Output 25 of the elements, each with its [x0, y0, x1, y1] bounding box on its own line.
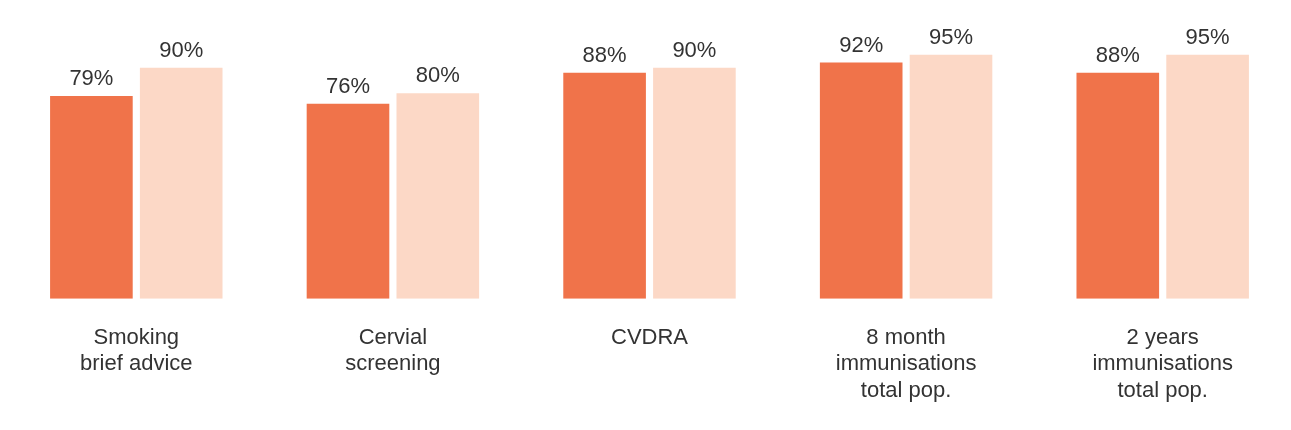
data-label: 92% [839, 31, 884, 57]
bar [139, 67, 223, 299]
bar [50, 95, 133, 299]
x-tick-label: CVDRA [610, 324, 689, 350]
data-label: 76% [325, 72, 371, 98]
bar [1076, 72, 1160, 299]
data-label: 95% [928, 23, 974, 49]
bar [909, 54, 993, 299]
data-label: 88% [1095, 41, 1140, 67]
data-label: 88% [582, 41, 627, 67]
bar [653, 67, 736, 299]
bar [819, 62, 903, 299]
data-label: 95% [1185, 23, 1230, 49]
bar [306, 103, 390, 299]
data-label: 80% [415, 62, 460, 88]
bar [1166, 54, 1249, 299]
data-label: 90% [159, 36, 204, 62]
data-label: 79% [69, 64, 114, 90]
data-label: 90% [672, 36, 717, 62]
x-tick-label: Smoking brief advice [80, 324, 193, 376]
x-tick-label: 2 years immunisations total pop. [1092, 324, 1233, 402]
x-tick-label: Cervial screening [345, 324, 441, 376]
x-tick-label: 8 month immunisations total pop. [835, 324, 977, 402]
bar [396, 93, 480, 299]
bar [563, 72, 646, 299]
